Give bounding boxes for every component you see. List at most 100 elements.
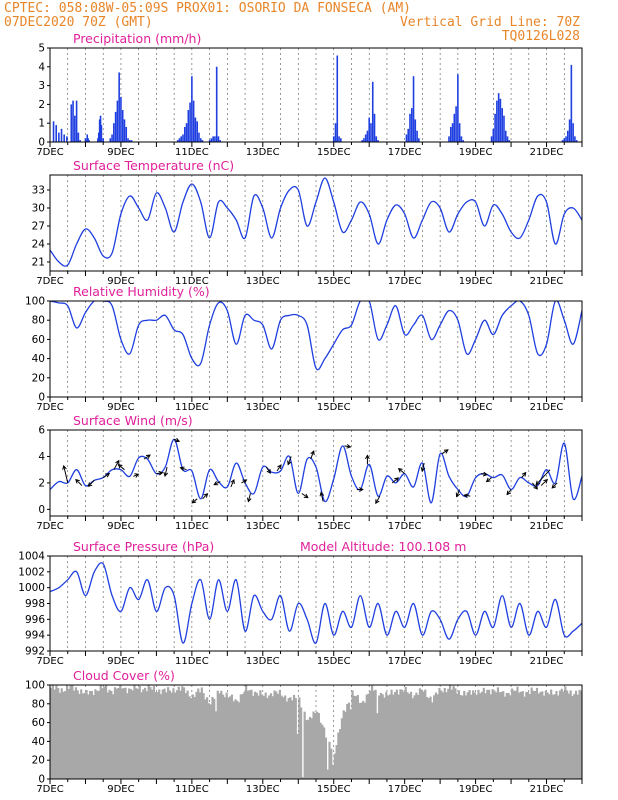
cloud-column xyxy=(422,691,425,779)
cloud-column xyxy=(172,688,175,779)
cloud-column xyxy=(170,692,173,779)
cloud-column xyxy=(175,690,179,779)
cloud-column xyxy=(557,695,560,779)
cloud-column xyxy=(484,693,487,779)
y-tick-label: 33 xyxy=(32,185,45,197)
cloud-column xyxy=(301,777,304,779)
cloud-column xyxy=(55,685,58,779)
cloud-column xyxy=(80,689,83,779)
wind-arrow-head xyxy=(246,497,252,503)
x-tick-label: 19DEC xyxy=(459,147,493,158)
cloud-column xyxy=(108,689,111,779)
x-tick-label: 9DEC xyxy=(107,276,134,287)
cloud-column xyxy=(119,685,122,779)
precip-bar xyxy=(77,132,80,142)
y-tick-label: 3 xyxy=(38,80,45,92)
wind-arrow-head xyxy=(117,464,123,469)
cloud-column xyxy=(381,694,384,779)
header-model: TQ0126L028 xyxy=(502,29,580,44)
cloud-column xyxy=(390,689,393,779)
cloud-column xyxy=(103,686,106,779)
cloud-column xyxy=(138,685,141,779)
cloud-column xyxy=(564,686,567,779)
precip-bar xyxy=(462,140,464,142)
cloud-column xyxy=(214,711,218,779)
x-tick-label: 11DEC xyxy=(175,521,209,532)
wind-arrow-head xyxy=(463,493,469,498)
y-tick-label: 80 xyxy=(32,698,45,710)
x-tick-label: 7DEC xyxy=(36,276,63,287)
cloud-column xyxy=(434,692,437,779)
x-tick-label: 15DEC xyxy=(317,147,351,158)
cloud-column xyxy=(115,688,118,779)
wind-arrow-head xyxy=(175,437,181,443)
cloud-column xyxy=(323,727,326,779)
precip-bar xyxy=(561,140,564,142)
precip-bar xyxy=(217,136,220,142)
cloud-column xyxy=(466,692,469,779)
x-tick-label: 17DEC xyxy=(388,784,422,795)
y-tick-label: 30 xyxy=(32,203,45,215)
precip-bar xyxy=(52,121,55,142)
wind-arrow-head xyxy=(482,471,488,477)
precip-bar xyxy=(219,140,222,142)
cloud-column xyxy=(532,690,535,779)
cloud-column xyxy=(463,691,466,779)
cloud-column xyxy=(472,690,475,779)
cloud-column xyxy=(99,685,102,779)
cloud-column xyxy=(427,698,430,779)
y-tick-label: 4 xyxy=(38,61,45,73)
precip-bar xyxy=(182,134,184,142)
wind-arrow-head xyxy=(359,487,364,492)
wind-arrow-head xyxy=(485,477,491,483)
precip-bar xyxy=(199,138,202,142)
cloud-column xyxy=(289,697,292,779)
cloud-column xyxy=(459,695,462,779)
x-tick-label: 15DEC xyxy=(317,276,351,287)
cloud-column xyxy=(90,690,93,779)
cloud-column xyxy=(362,700,365,779)
wind-arrow xyxy=(540,479,548,486)
precip-bar xyxy=(508,140,511,142)
cloud-column xyxy=(555,690,558,779)
x-tick-label: 17DEC xyxy=(388,276,422,287)
precip-bar xyxy=(70,104,73,142)
wind-arrow xyxy=(102,473,110,479)
cloud-column xyxy=(94,689,97,779)
precip-bar xyxy=(377,140,379,142)
cloud-column xyxy=(308,716,312,779)
precip-bar xyxy=(565,136,567,142)
cloud-column xyxy=(85,689,88,779)
cloud-column xyxy=(450,689,453,779)
cloud-column xyxy=(257,695,260,779)
precip-bar xyxy=(198,132,200,142)
cloud-column xyxy=(342,710,345,779)
x-tick-label: 19DEC xyxy=(459,784,493,795)
wind-arrow-head xyxy=(420,467,426,473)
cloud-column xyxy=(87,694,90,779)
cloud-column xyxy=(473,692,476,779)
cloud-column xyxy=(83,692,86,779)
cloud-column xyxy=(519,691,523,779)
wind-arrow xyxy=(143,454,151,460)
x-tick-label: 7DEC xyxy=(36,784,63,795)
cloud-column xyxy=(211,696,214,779)
precip-bar xyxy=(575,140,578,142)
x-tick-label: 15DEC xyxy=(317,656,351,667)
precip-bar xyxy=(97,132,100,142)
cloud-column xyxy=(385,692,388,779)
cloud-column xyxy=(525,691,528,779)
cloud-column xyxy=(491,689,494,779)
cloud-column xyxy=(440,690,443,779)
cloud-column xyxy=(397,694,400,779)
cloud-column xyxy=(122,688,125,779)
cloud-column xyxy=(285,701,289,779)
cloud-column xyxy=(333,753,336,779)
cloud-column xyxy=(480,691,484,779)
panel-4: 992 994 996 998 1000 1002 1004 7DEC 9DEC 11DEC 13D… xyxy=(18,539,583,667)
cloud-column xyxy=(216,690,219,779)
cloud-column xyxy=(454,688,457,779)
y-tick-label: 100 xyxy=(25,296,45,308)
wind-arrow xyxy=(265,466,271,474)
cloud-column xyxy=(429,696,432,779)
